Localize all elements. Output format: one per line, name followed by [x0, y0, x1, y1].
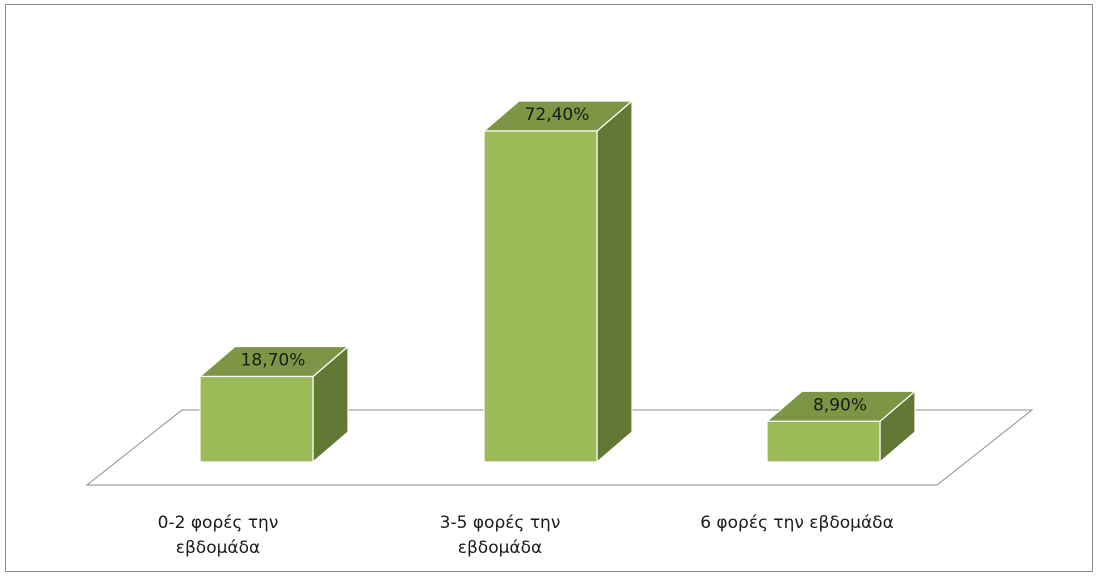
bar-2-side — [596, 99, 633, 464]
data-labels-group: 18,70% 72,40% 8,90% — [241, 105, 867, 415]
bar-3 — [765, 390, 917, 464]
category-label-3-line-1: 6 φορές την εβδομάδα — [700, 513, 894, 533]
bar-1 — [198, 345, 350, 464]
bars-group — [198, 99, 917, 464]
data-label-3: 8,90% — [813, 395, 867, 415]
bar-3-front — [766, 420, 881, 463]
data-label-1: 18,70% — [241, 351, 306, 371]
category-label-3: 6 φορές την εβδομάδα — [700, 513, 894, 533]
category-label-2-line-1: 3-5 φορές την — [440, 513, 561, 533]
category-label-1: 0-2 φορές την εβδομάδα — [158, 513, 279, 558]
category-label-2-line-2: εβδομάδα — [458, 538, 542, 558]
category-label-1-line-1: 0-2 φορές την — [158, 513, 279, 533]
bar-2-front — [483, 130, 598, 463]
data-label-2: 72,40% — [525, 105, 590, 125]
category-label-2: 3-5 φορές την εβδομάδα — [440, 513, 561, 558]
bar-1-front — [199, 375, 314, 463]
category-label-1-line-2: εβδομάδα — [176, 538, 260, 558]
category-labels-group: 0-2 φορές την εβδομάδα 3-5 φορές την εβδομά… — [158, 513, 894, 558]
bar-2 — [482, 99, 634, 464]
